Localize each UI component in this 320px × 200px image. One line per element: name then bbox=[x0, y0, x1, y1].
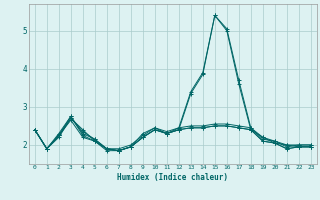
X-axis label: Humidex (Indice chaleur): Humidex (Indice chaleur) bbox=[117, 173, 228, 182]
